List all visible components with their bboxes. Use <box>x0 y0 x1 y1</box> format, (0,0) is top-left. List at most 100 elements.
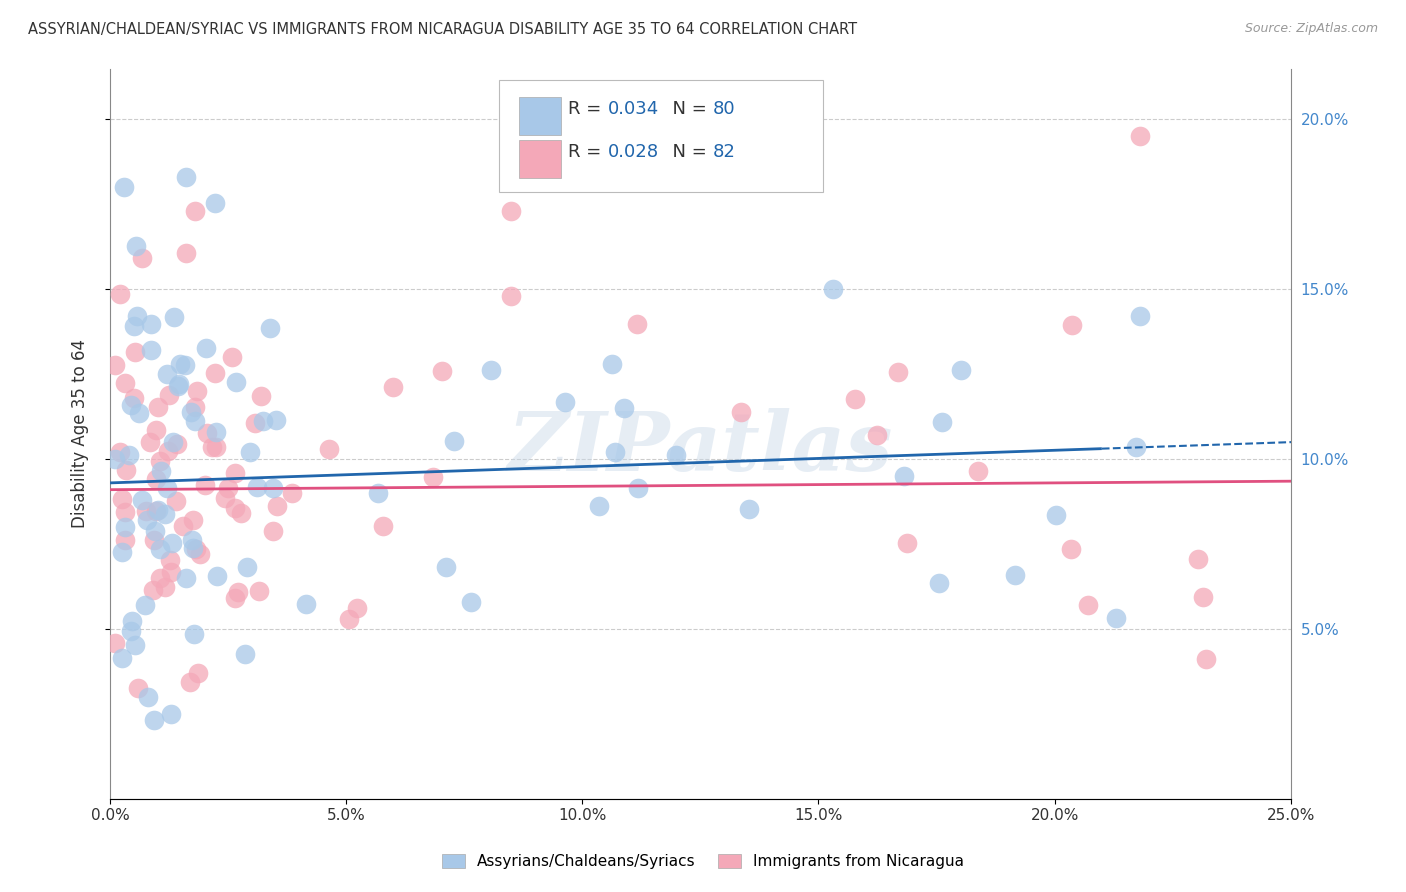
Point <box>160 706 183 721</box>
Point <box>588 500 610 514</box>
Point <box>125 239 148 253</box>
Point <box>124 345 146 359</box>
Text: 80: 80 <box>713 100 735 118</box>
Point <box>118 448 141 462</box>
Point <box>204 195 226 210</box>
Point <box>195 425 218 440</box>
Point <box>115 463 138 477</box>
Text: 0.028: 0.028 <box>607 143 658 161</box>
Point <box>224 500 246 515</box>
Point <box>184 541 207 556</box>
Point <box>181 541 204 555</box>
Point <box>224 466 246 480</box>
Point <box>665 448 688 462</box>
Point <box>865 428 887 442</box>
Point <box>262 481 284 495</box>
Point <box>114 505 136 519</box>
Point <box>367 485 389 500</box>
Point <box>430 364 453 378</box>
Point <box>262 524 284 538</box>
Point <box>231 506 253 520</box>
Point <box>266 499 288 513</box>
Point <box>928 576 950 591</box>
Point <box>104 451 127 466</box>
Point <box>1060 541 1083 556</box>
Point <box>150 464 173 478</box>
Point <box>159 553 181 567</box>
Point <box>1191 591 1213 605</box>
Point <box>318 442 340 457</box>
Point <box>381 380 404 394</box>
Point <box>145 423 167 437</box>
Point <box>145 472 167 486</box>
Point <box>187 665 209 680</box>
Point <box>1104 611 1126 625</box>
Point <box>114 533 136 547</box>
Point <box>179 674 201 689</box>
Point <box>143 533 166 547</box>
Point <box>122 319 145 334</box>
Point <box>114 520 136 534</box>
Point <box>226 584 249 599</box>
Point <box>112 180 135 194</box>
Point <box>174 571 197 585</box>
Point <box>603 445 626 459</box>
Point <box>122 391 145 405</box>
Point <box>201 441 224 455</box>
Point <box>173 358 195 372</box>
Point <box>135 504 157 518</box>
Point <box>239 445 262 459</box>
Point <box>143 524 166 538</box>
Point <box>181 513 204 527</box>
Point <box>186 384 208 399</box>
Point <box>108 286 131 301</box>
Point <box>247 584 270 599</box>
Point <box>896 536 918 550</box>
Point <box>160 536 183 550</box>
Point <box>111 545 134 559</box>
Point <box>627 482 650 496</box>
Point <box>479 363 502 377</box>
Point <box>821 282 844 296</box>
Y-axis label: Disability Age 35 to 64: Disability Age 35 to 64 <box>72 339 89 528</box>
Point <box>1129 129 1152 144</box>
Point <box>844 392 866 406</box>
Point <box>120 624 142 639</box>
Point <box>1077 598 1099 612</box>
Text: R =: R = <box>568 143 607 161</box>
Point <box>139 343 162 358</box>
Point <box>252 414 274 428</box>
Point <box>194 478 217 492</box>
Text: 82: 82 <box>713 143 735 161</box>
Text: Source: ZipAtlas.com: Source: ZipAtlas.com <box>1244 22 1378 36</box>
Point <box>128 406 150 420</box>
Point <box>139 434 162 449</box>
Point <box>148 502 170 516</box>
Point <box>153 507 176 521</box>
Point <box>214 491 236 505</box>
Point <box>225 375 247 389</box>
Point <box>121 614 143 628</box>
Point <box>1187 552 1209 566</box>
Point <box>224 591 246 606</box>
Point <box>111 492 134 507</box>
Point <box>136 690 159 704</box>
Point <box>167 379 190 393</box>
Point <box>131 492 153 507</box>
Point <box>169 376 191 391</box>
Point <box>195 341 218 355</box>
Point <box>205 440 228 454</box>
Text: N =: N = <box>661 143 713 161</box>
Point <box>221 350 243 364</box>
Point <box>141 317 163 331</box>
Point <box>188 547 211 561</box>
Point <box>294 597 316 611</box>
Point <box>233 648 256 662</box>
Point <box>149 454 172 468</box>
Point <box>163 310 186 324</box>
Point <box>950 363 973 377</box>
Point <box>156 367 179 381</box>
Point <box>134 598 156 612</box>
Point <box>114 376 136 390</box>
Point <box>337 612 360 626</box>
